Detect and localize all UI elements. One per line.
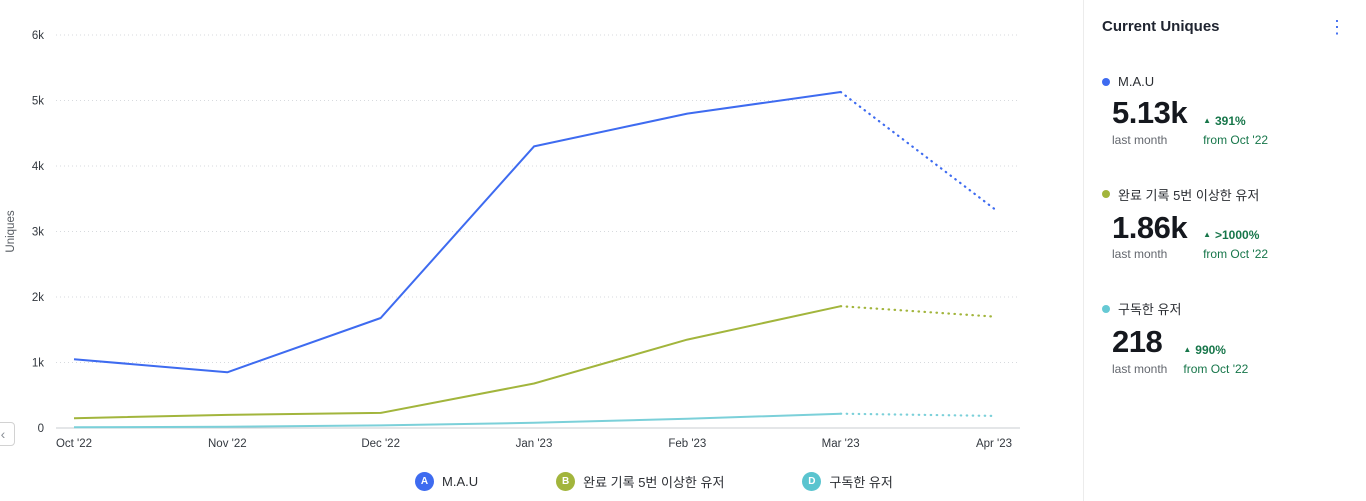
stat-caption: last month [1112, 247, 1168, 262]
legend-label: M.A.U [442, 474, 479, 489]
increase-arrow-icon: ▲ [1203, 115, 1211, 125]
current-uniques-panel: Current Uniques ⋮ M.A.U 5.13k last month… [1083, 0, 1366, 501]
chart-legend: A M.A.U B 완료 기록 5번 이상한 유저 D 구독한 유저 [415, 472, 893, 491]
svg-text:5k: 5k [32, 96, 44, 108]
series-dot-icon [1102, 77, 1110, 86]
stat-block-completed-5-users: 완료 기록 5번 이상한 유저 1.86k last month ▲ >1000… [1102, 185, 1348, 262]
series-a-badge-icon: A [415, 472, 434, 491]
svg-text:4k: 4k [32, 161, 44, 173]
stat-change-caption: from Oct '22 [1203, 247, 1269, 262]
svg-text:Dec '22: Dec '22 [361, 438, 400, 450]
svg-text:Oct '22: Oct '22 [56, 438, 92, 450]
stat-value: 1.86k [1112, 209, 1188, 245]
increase-arrow-icon: ▲ [1183, 344, 1192, 354]
stat-change-caption: from Oct '22 [1203, 132, 1269, 147]
stat-label: 완료 기록 5번 이상한 유저 [1118, 187, 1260, 203]
stat-caption: last month [1112, 132, 1168, 147]
stat-change-value: >1000% [1215, 228, 1260, 243]
legend-item-subscribed-users[interactable]: D 구독한 유저 [802, 472, 893, 491]
increase-arrow-icon: ▲ [1203, 230, 1211, 240]
stat-value: 5.13k [1112, 95, 1188, 130]
stat-caption: last month [1112, 361, 1168, 376]
svg-text:1k: 1k [32, 358, 44, 370]
stat-block-mau: M.A.U 5.13k last month ▲ 391% from Oct '… [1102, 74, 1348, 147]
stat-change-caption: from Oct '22 [1183, 361, 1249, 376]
legend-item-mau[interactable]: A M.A.U [415, 472, 478, 491]
legend-label: 구독한 유저 [829, 475, 893, 490]
legend-label: 완료 기록 5번 이상한 유저 [583, 475, 725, 490]
stat-label: M.A.U [1118, 74, 1155, 89]
stat-change-value: 990% [1195, 342, 1226, 357]
kebab-menu-icon[interactable]: ⋮ [1328, 17, 1346, 37]
stat-value: 218 [1112, 324, 1163, 360]
series-d-badge-icon: D [802, 472, 822, 491]
svg-text:2k: 2k [32, 292, 44, 304]
stat-block-subscribed-users: 구독한 유저 218 last month ▲ 990% from Oct '2… [1102, 299, 1348, 376]
series-b-badge-icon: B [556, 472, 576, 491]
collapse-panel-button[interactable]: ‹ [0, 422, 15, 446]
svg-text:Apr '23: Apr '23 [976, 438, 1012, 450]
chart-canvas[interactable]: 0 1k 2k 3k 4k 5k 6k Oct '22 Nov '22 Dec '22 Jan '2… [0, 0, 1052, 460]
panel-title: Current Uniques [1102, 18, 1220, 35]
svg-text:Feb '23: Feb '23 [668, 438, 706, 450]
legend-item-completed-5-users[interactable]: B 완료 기록 5번 이상한 유저 [556, 472, 724, 491]
svg-text:3k: 3k [32, 227, 44, 239]
svg-text:6k: 6k [32, 30, 44, 42]
stat-change-value: 391% [1215, 113, 1246, 128]
series-dot-icon [1102, 304, 1110, 313]
stat-change: ▲ 391% [1203, 114, 1268, 128]
uniques-line-chart[interactable]: 0 1k 2k 3k 4k 5k 6k Oct '22 Nov '22 Dec '22 Jan '2… [0, 0, 1083, 501]
stat-change: ▲ 990% [1183, 343, 1248, 357]
svg-text:Uniques: Uniques [5, 210, 17, 252]
stat-label: 구독한 유저 [1118, 302, 1182, 318]
svg-text:Jan '23: Jan '23 [516, 438, 553, 450]
svg-text:Nov '22: Nov '22 [208, 438, 247, 450]
svg-text:Mar '23: Mar '23 [822, 438, 860, 450]
stat-change: ▲ >1000% [1203, 228, 1268, 242]
panel-header: Current Uniques ⋮ [1102, 18, 1348, 36]
series-dot-icon [1102, 190, 1110, 199]
svg-text:0: 0 [38, 423, 44, 435]
